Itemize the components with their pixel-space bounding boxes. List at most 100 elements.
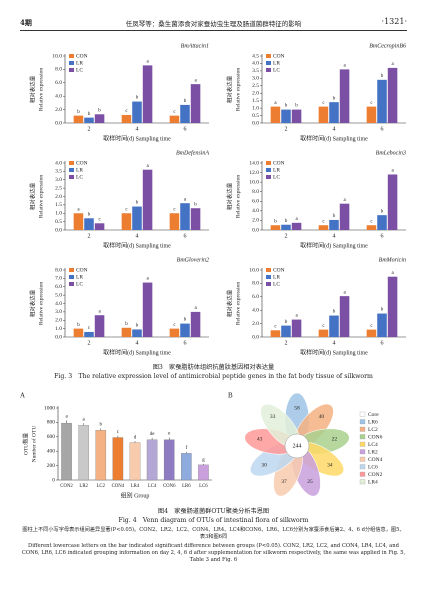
x-tick-label: 2: [285, 340, 288, 346]
legend-swatch: [69, 54, 74, 58]
x-tick-label: 4: [333, 126, 336, 132]
petal-count: 37: [281, 479, 287, 485]
bar: [132, 329, 142, 337]
y-tick-label: 8.0: [252, 189, 259, 195]
legend-label: LR: [76, 60, 83, 66]
significance-letter: a: [343, 198, 346, 203]
y-tick-label: 800: [47, 420, 56, 426]
y-tick-label: 6.0: [55, 80, 62, 86]
x-tick-label: LC4: [148, 484, 157, 489]
bar: [270, 330, 281, 337]
y-tick-label: 8.0: [55, 267, 62, 273]
significance-letter: c: [322, 219, 325, 224]
legend-swatch: [359, 449, 366, 455]
significance-letter: c: [125, 207, 128, 212]
x-tick-label: 2: [285, 126, 288, 132]
y-tick-label: 14.0: [249, 160, 259, 166]
fig4-note-en: Different lowercase letters on the bar i…: [21, 543, 406, 563]
y-label-cn: 相对表达量: [225, 75, 233, 103]
significance-letter: b: [136, 201, 139, 206]
legend-swatch: [359, 471, 366, 477]
y-tick-label: 10.0: [249, 179, 259, 185]
y-tick-label: 8.0: [252, 281, 259, 287]
legend-swatch: [359, 479, 366, 485]
x-label: 取样时间(d) Sampling time: [300, 348, 368, 356]
significance-letter: b: [184, 318, 187, 323]
bar: [180, 203, 190, 230]
legend-swatch: [359, 426, 366, 432]
legend-swatch: [359, 456, 366, 462]
bar: [84, 117, 94, 123]
bar: [281, 224, 291, 230]
significance-letter: a: [194, 78, 197, 83]
y-tick-label: 200: [47, 463, 56, 469]
significance-letter: a: [146, 60, 149, 65]
legend-label: LC: [273, 174, 280, 180]
legend-label: CON: [76, 53, 88, 59]
bar: [181, 453, 192, 481]
bar: [132, 206, 142, 230]
y-tick-label: 600: [47, 434, 56, 440]
x-tick-label: 6: [381, 126, 384, 132]
y-tick-label: 2.0: [252, 90, 259, 96]
bar: [73, 213, 84, 230]
y-tick-label: 0.0: [55, 120, 62, 126]
y-tick-label: 1.5: [252, 98, 259, 104]
bar: [387, 67, 398, 123]
legend-label: LC6: [368, 464, 378, 470]
bar: [366, 106, 377, 123]
significance-letter: c: [370, 101, 373, 106]
x-tick-label: 6: [184, 340, 187, 346]
bar: [291, 109, 302, 123]
petal-count: 43: [257, 437, 263, 443]
x-tick-label: 6: [184, 126, 187, 132]
bar: [377, 79, 387, 123]
bar: [291, 319, 302, 337]
petal-count: 33: [270, 414, 276, 420]
significance-letter: c: [173, 323, 176, 328]
bar: [169, 328, 180, 337]
bar: [121, 114, 132, 123]
significance-letter: a: [194, 306, 197, 311]
y-label: Relative expression: [235, 282, 241, 325]
significance-letter: a: [391, 62, 394, 67]
significance-letter: a: [146, 164, 149, 169]
x-tick-label: CON2: [60, 484, 73, 489]
significance-letter: c: [173, 110, 176, 115]
bar: [132, 101, 142, 123]
legend-swatch: [69, 268, 74, 272]
significance-letter: b: [136, 96, 139, 101]
fig3-caption-cn: 图3 家蚕脂肪体组织抗菌肽基因相对表达量: [152, 364, 275, 371]
significance-letter: b: [88, 112, 91, 117]
bar: [318, 225, 329, 230]
significance-letter: c: [370, 324, 373, 329]
y-label: Number of OTU: [30, 426, 37, 463]
legend-swatch: [266, 61, 271, 65]
y-tick-label: 0.5: [252, 113, 259, 119]
x-label: 取样时间(d) Sampling time: [103, 241, 171, 249]
venn-core: [284, 433, 310, 459]
bar: [329, 315, 339, 337]
legend-swatch: [359, 434, 366, 440]
legend-label: Core: [368, 412, 379, 418]
legend-label: LR6: [368, 419, 378, 425]
x-label: 取样时间(d) Sampling time: [300, 134, 368, 142]
x-tick-label: 6: [381, 233, 384, 239]
y-tick-label: 1000: [44, 405, 55, 411]
y-tick-label: 12.0: [249, 170, 259, 176]
significance-letter: b: [295, 104, 298, 109]
bar: [73, 115, 84, 123]
bar: [291, 222, 302, 230]
significance-letter: a: [343, 290, 346, 295]
chart-title: BmCecropinB6: [369, 43, 406, 49]
bar: [377, 313, 387, 337]
y-tick-label: 2.0: [55, 318, 62, 324]
y-tick-label: 4.0: [55, 160, 62, 166]
bar: [198, 464, 209, 481]
significance-letter: f: [185, 446, 187, 451]
bar: [112, 437, 124, 481]
significance-letter: b: [98, 108, 101, 113]
legend-label: LC2: [368, 427, 378, 433]
bar: [142, 169, 153, 230]
